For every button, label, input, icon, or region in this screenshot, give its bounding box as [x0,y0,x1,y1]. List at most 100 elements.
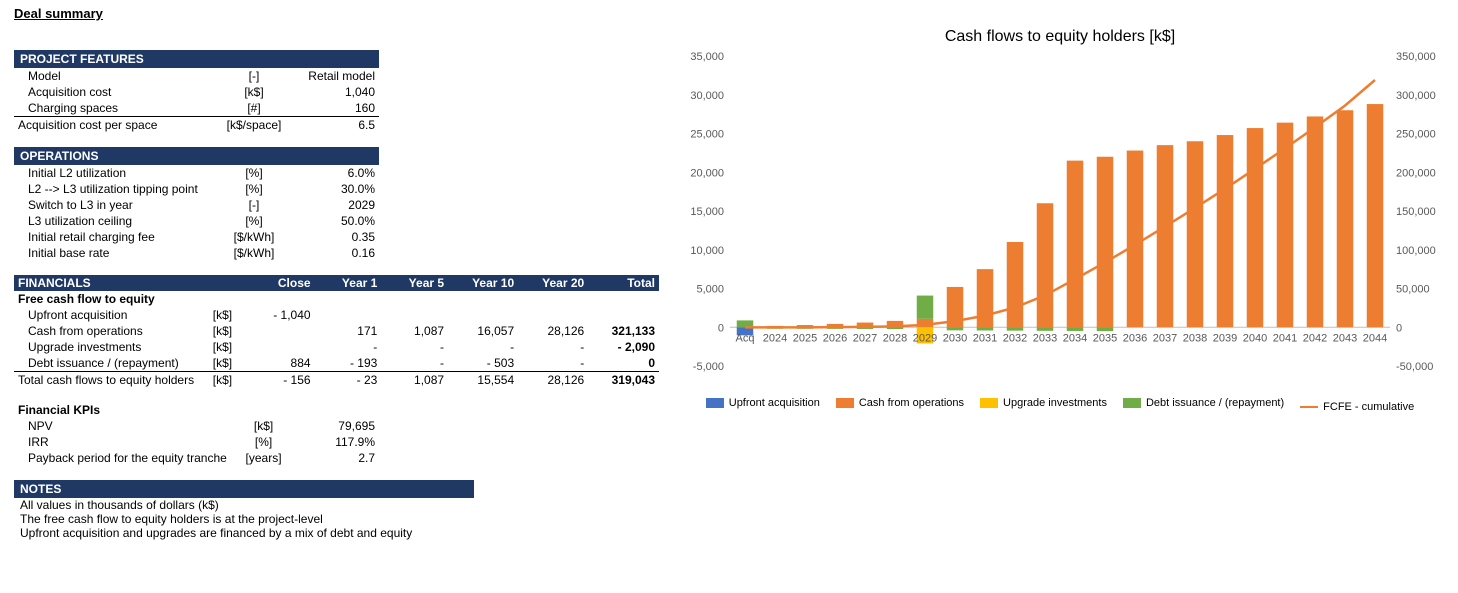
operations-section: OPERATIONS Initial L2 utilization[%]6.0%… [14,147,664,261]
row-value: - 23 [315,372,382,389]
table-row: NPV[k$]79,695 [14,418,379,434]
row-value: 0.16 [289,245,379,261]
row-unit: [%] [219,181,289,197]
row-value [588,307,659,323]
chart-title: Cash flows to equity holders [k$] [680,28,1440,46]
row-value: 2029 [289,197,379,213]
legend-label: FCFE - cumulative [1323,401,1414,413]
financials-header: FINANCIALS [14,275,198,291]
legend-label: Upgrade investments [1003,397,1107,409]
svg-text:2026: 2026 [823,332,847,344]
row-label: L2 --> L3 utilization tipping point [14,181,219,197]
row-label: NPV [14,418,231,434]
financials-table: FINANCIALS Close Year 1 Year 5 Year 10 Y… [14,275,659,388]
svg-text:Acq: Acq [736,332,755,344]
table-row: Initial retail charging fee[$/kWh]0.35 [14,229,379,245]
row-label: IRR [14,434,231,450]
left-panel: PROJECT FEATURES Model[-]Retail modelAcq… [14,50,664,540]
kpi-header: Financial KPIs [14,402,379,418]
row-value: 1,087 [381,323,448,339]
table-row: Model[-]Retail model [14,68,379,84]
row-label: Acquisition cost per space [14,117,219,134]
row-value: 50.0% [289,213,379,229]
row-unit: [$/kWh] [219,229,289,245]
svg-text:2036: 2036 [1123,332,1147,344]
table-row: Upgrade investments[k$]----- 2,090 [14,339,659,355]
row-value: - 503 [448,355,518,372]
legend-swatch [980,398,998,408]
svg-text:2029: 2029 [913,332,937,344]
table-row: L2 --> L3 utilization tipping point[%]30… [14,181,379,197]
note-line: Upfront acquisition and upgrades are fin… [20,526,664,540]
row-label: Debt issuance / (repayment) [14,355,198,372]
row-unit: [k$] [231,418,297,434]
row-label: Initial base rate [14,245,219,261]
row-value [518,307,588,323]
chart-legend: Upfront acquisition Cash from operations U… [680,397,1440,413]
row-value [247,323,315,339]
row-value: - 156 [247,372,315,389]
row-value: 321,133 [588,323,659,339]
svg-text:2035: 2035 [1093,332,1117,344]
financials-header-row: FINANCIALS Close Year 1 Year 5 Year 10 Y… [14,275,659,291]
row-value: 30.0% [289,181,379,197]
row-value: 319,043 [588,372,659,389]
svg-text:15,000: 15,000 [690,206,724,218]
row-value [247,339,315,355]
table-row-total: Total cash flows to equity holders[k$]- … [14,372,659,389]
row-value: - [518,355,588,372]
row-value: 28,126 [518,372,588,389]
svg-text:5,000: 5,000 [696,284,724,296]
legend-swatch [1123,398,1141,408]
svg-text:-5,000: -5,000 [693,361,724,373]
row-value: - 1,040 [247,307,315,323]
row-unit: [k$] [198,307,247,323]
legend-item: Upgrade investments [980,397,1107,409]
svg-text:0: 0 [718,322,724,334]
row-unit: [#] [219,100,289,117]
legend-label: Debt issuance / (repayment) [1146,397,1284,409]
notes-header: NOTES [14,480,474,498]
operations-header: OPERATIONS [14,147,379,165]
svg-text:10,000: 10,000 [690,245,724,257]
legend-item: Cash from operations [836,397,964,409]
row-value [448,307,518,323]
row-value: 0 [588,355,659,372]
table-row: Switch to L3 in year[-]2029 [14,197,379,213]
page-title: Deal summary [14,6,103,21]
svg-text:2024: 2024 [763,332,787,344]
kpi-table: Financial KPIs NPV[k$]79,695IRR[%]117.9%… [14,402,379,466]
row-value: 28,126 [518,323,588,339]
row-unit: [k$] [198,355,247,372]
cashflow-chart: Cash flows to equity holders [k$] -5,000… [680,28,1440,428]
row-label: Cash from operations [14,323,198,339]
table-row: Initial base rate[$/kWh]0.16 [14,245,379,261]
row-unit: [-] [219,197,289,213]
row-unit: [k$] [198,339,247,355]
note-line: The free cash flow to equity holders is … [20,512,664,526]
svg-text:100,000: 100,000 [1396,245,1436,257]
row-value: 884 [247,355,315,372]
row-label: Switch to L3 in year [14,197,219,213]
row-unit: [k$/space] [219,117,289,134]
row-value: - [315,339,382,355]
svg-text:2028: 2028 [883,332,907,344]
row-unit: [%] [219,213,289,229]
row-value: 2.7 [296,450,379,466]
financials-section: FINANCIALS Close Year 1 Year 5 Year 10 Y… [14,275,664,466]
svg-text:30,000: 30,000 [690,90,724,102]
row-unit: [$/kWh] [219,245,289,261]
notes-section: NOTES All values in thousands of dollars… [14,480,664,540]
legend-label: Upfront acquisition [729,397,820,409]
row-unit: [%] [231,434,297,450]
row-value: - [518,339,588,355]
row-value: - [381,355,448,372]
svg-text:2038: 2038 [1183,332,1207,344]
svg-text:2032: 2032 [1003,332,1027,344]
col-total: Total [588,275,659,291]
svg-text:2030: 2030 [943,332,967,344]
svg-text:300,000: 300,000 [1396,90,1436,102]
chart-svg: -5,00005,00010,00015,00020,00025,00030,0… [680,50,1440,390]
legend-label: Cash from operations [859,397,964,409]
table-row: Cash from operations[k$]1711,08716,05728… [14,323,659,339]
